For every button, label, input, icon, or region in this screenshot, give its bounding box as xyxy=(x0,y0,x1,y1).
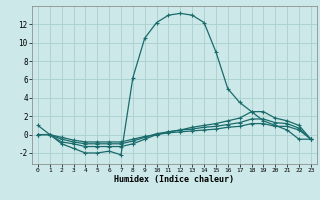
X-axis label: Humidex (Indice chaleur): Humidex (Indice chaleur) xyxy=(115,175,234,184)
